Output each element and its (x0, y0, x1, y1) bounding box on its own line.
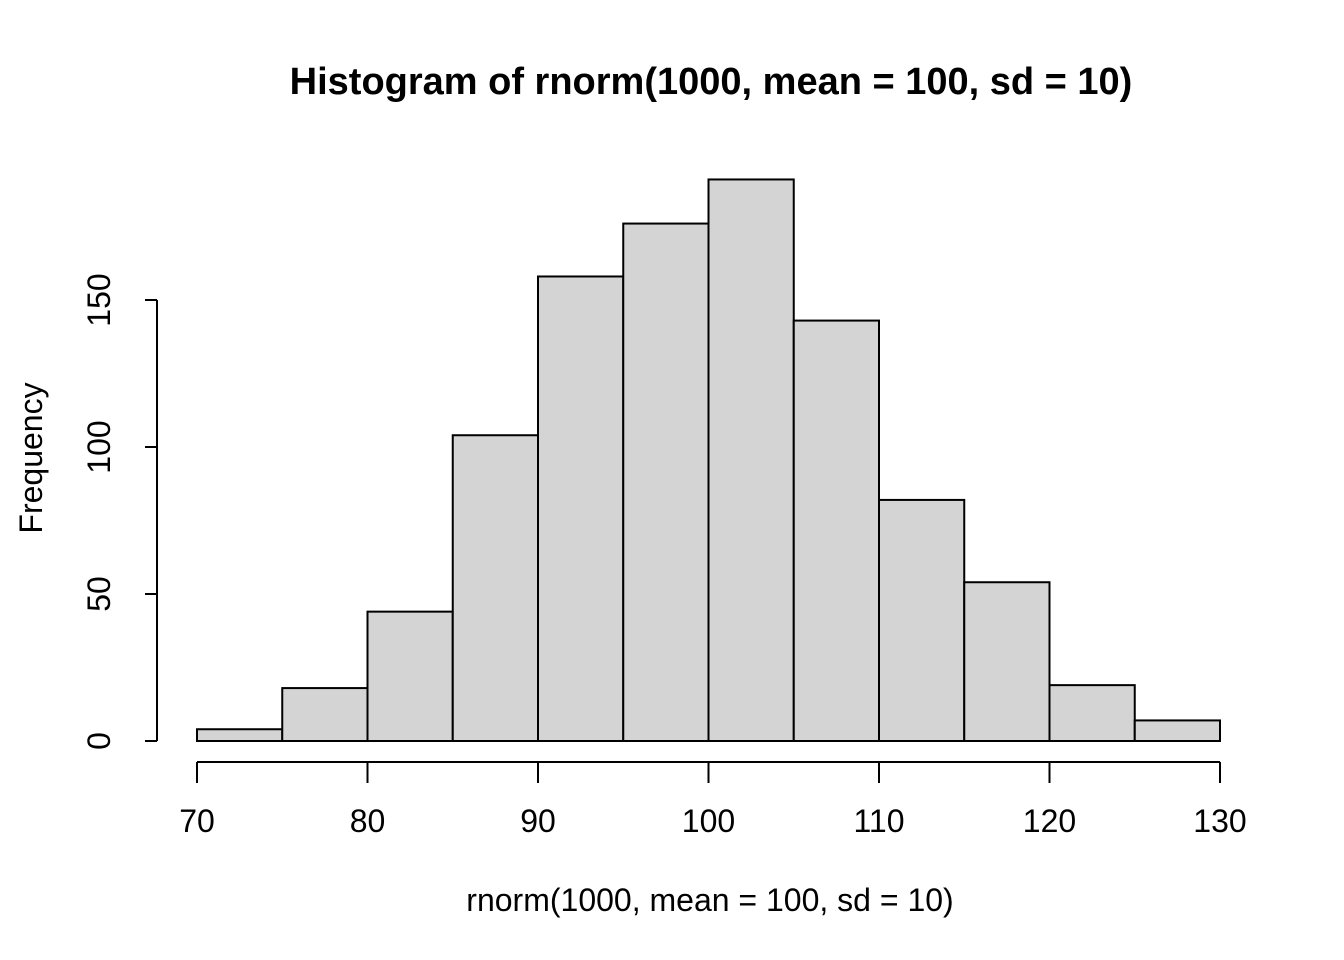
histogram-bar (366, 610, 454, 743)
histogram-bar (537, 275, 625, 742)
histogram-bar (196, 728, 284, 742)
x-tick-label: 100 (682, 803, 735, 839)
x-axis: 70 80 90 100 110 120 130 (179, 761, 1247, 839)
y-tick-label: 100 (81, 420, 117, 473)
histogram-bar (1048, 684, 1136, 743)
histogram-bar (963, 581, 1051, 742)
bars-group (196, 178, 1221, 743)
histogram-bar (281, 687, 369, 743)
histogram-bar (1133, 719, 1221, 742)
y-axis: 0 50 100 150 (81, 273, 158, 750)
y-tick-label: 0 (81, 732, 117, 750)
chart-title: Histogram of rnorm(1000, mean = 100, sd … (290, 61, 1133, 103)
histogram-bar (792, 319, 880, 742)
histogram-bar (622, 222, 710, 742)
x-tick-label: 130 (1193, 803, 1246, 839)
x-tick-label: 90 (520, 803, 556, 839)
histogram-bar (878, 498, 966, 743)
x-tick-label: 120 (1023, 803, 1076, 839)
histogram-bar (707, 178, 795, 742)
x-tick-label: 80 (350, 803, 386, 839)
y-tick-label: 150 (81, 273, 117, 326)
y-axis-label: Frequency (13, 382, 49, 533)
histogram-bar (451, 434, 539, 742)
x-axis-label: rnorm(1000, mean = 100, sd = 10) (466, 882, 953, 918)
x-tick-label: 110 (853, 803, 904, 839)
x-tick-label: 70 (179, 803, 215, 839)
y-tick-label: 50 (81, 576, 117, 612)
